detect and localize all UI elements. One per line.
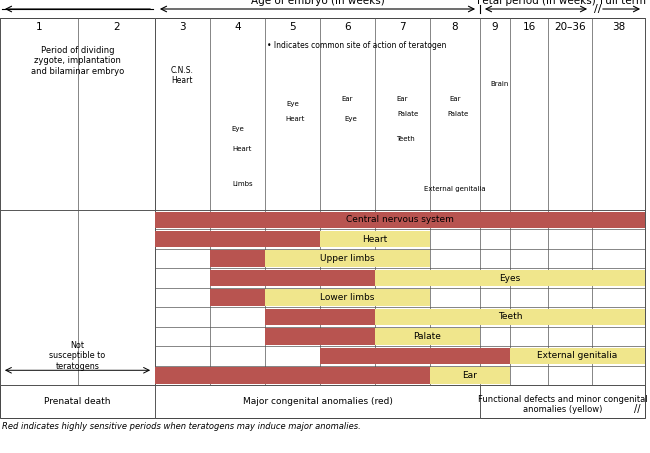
Text: //: // bbox=[634, 404, 640, 414]
Text: Eyes: Eyes bbox=[499, 274, 521, 283]
Text: 4: 4 bbox=[234, 22, 240, 32]
Text: Full term: Full term bbox=[599, 0, 645, 6]
Bar bbox=[155, 18, 645, 385]
Bar bbox=[265, 251, 430, 267]
Text: Red indicates highly sensitive periods when teratogens may induce major anomalie: Red indicates highly sensitive periods w… bbox=[2, 422, 361, 431]
Text: Age of embryo (in weeks): Age of embryo (in weeks) bbox=[251, 0, 384, 6]
Bar bbox=[155, 212, 645, 228]
Text: Eye: Eye bbox=[344, 116, 357, 122]
Text: 6: 6 bbox=[344, 22, 351, 32]
Text: 5: 5 bbox=[289, 22, 296, 32]
Bar bbox=[510, 347, 645, 364]
Text: 9: 9 bbox=[491, 22, 499, 32]
Text: External genitalia: External genitalia bbox=[538, 352, 618, 360]
Bar bbox=[155, 231, 320, 247]
Bar bbox=[265, 289, 430, 306]
Bar bbox=[210, 270, 375, 286]
Text: Major congenital anomalies (red): Major congenital anomalies (red) bbox=[242, 397, 393, 406]
Text: • Indicates common site of action of teratogen: • Indicates common site of action of ter… bbox=[267, 41, 447, 50]
Bar bbox=[375, 309, 645, 325]
Text: Ear: Ear bbox=[449, 96, 461, 102]
Text: 16: 16 bbox=[523, 22, 536, 32]
Text: 8: 8 bbox=[452, 22, 458, 32]
Text: 2: 2 bbox=[113, 22, 120, 32]
Text: Eye: Eye bbox=[286, 101, 299, 107]
Text: Central nervous system: Central nervous system bbox=[346, 215, 454, 224]
Text: Functional defects and minor congenital
anomalies (yellow): Functional defects and minor congenital … bbox=[478, 395, 647, 414]
Text: Heart: Heart bbox=[233, 146, 252, 152]
Text: 38: 38 bbox=[612, 22, 625, 32]
Text: 3: 3 bbox=[179, 22, 186, 32]
Text: 20–36: 20–36 bbox=[554, 22, 586, 32]
Bar bbox=[375, 270, 645, 286]
Text: Teeth: Teeth bbox=[396, 136, 415, 142]
Text: Ear: Ear bbox=[396, 96, 408, 102]
Bar bbox=[430, 367, 510, 384]
Text: //: // bbox=[594, 4, 601, 14]
Text: Palate: Palate bbox=[413, 332, 441, 341]
Text: Ear: Ear bbox=[342, 96, 353, 102]
Text: C.N.S.
Heart: C.N.S. Heart bbox=[171, 66, 194, 86]
Text: Heart: Heart bbox=[286, 116, 306, 122]
Text: Teeth: Teeth bbox=[498, 313, 522, 322]
Text: 1: 1 bbox=[36, 22, 42, 32]
Bar bbox=[0, 385, 645, 418]
Text: Lower limbs: Lower limbs bbox=[320, 293, 374, 302]
Text: Prenatal death: Prenatal death bbox=[44, 397, 111, 406]
Bar bbox=[265, 328, 375, 345]
Text: Eye: Eye bbox=[231, 126, 244, 132]
Text: Upper limbs: Upper limbs bbox=[320, 254, 375, 263]
Text: Period of dividing
zygote, implantation
and bilaminar embryo: Period of dividing zygote, implantation … bbox=[31, 46, 124, 76]
Text: External genitalia: External genitalia bbox=[424, 186, 486, 192]
Bar bbox=[265, 309, 375, 325]
Text: 7: 7 bbox=[399, 22, 406, 32]
Text: Heart: Heart bbox=[363, 235, 387, 244]
Bar bbox=[320, 231, 430, 247]
Text: Palate: Palate bbox=[447, 111, 469, 117]
Bar bbox=[210, 251, 265, 267]
Text: Ear: Ear bbox=[463, 371, 478, 380]
Bar bbox=[0, 18, 155, 385]
Text: Not
susceptible to
teratogens: Not susceptible to teratogens bbox=[49, 341, 105, 371]
Bar bbox=[375, 328, 480, 345]
Bar bbox=[210, 289, 265, 306]
Bar bbox=[155, 367, 430, 384]
Text: Palate: Palate bbox=[397, 111, 418, 117]
Text: Limbs: Limbs bbox=[232, 181, 253, 187]
Text: Fetal period (in weeks): Fetal period (in weeks) bbox=[476, 0, 595, 6]
Text: Brain: Brain bbox=[491, 81, 509, 87]
Bar bbox=[320, 347, 510, 364]
